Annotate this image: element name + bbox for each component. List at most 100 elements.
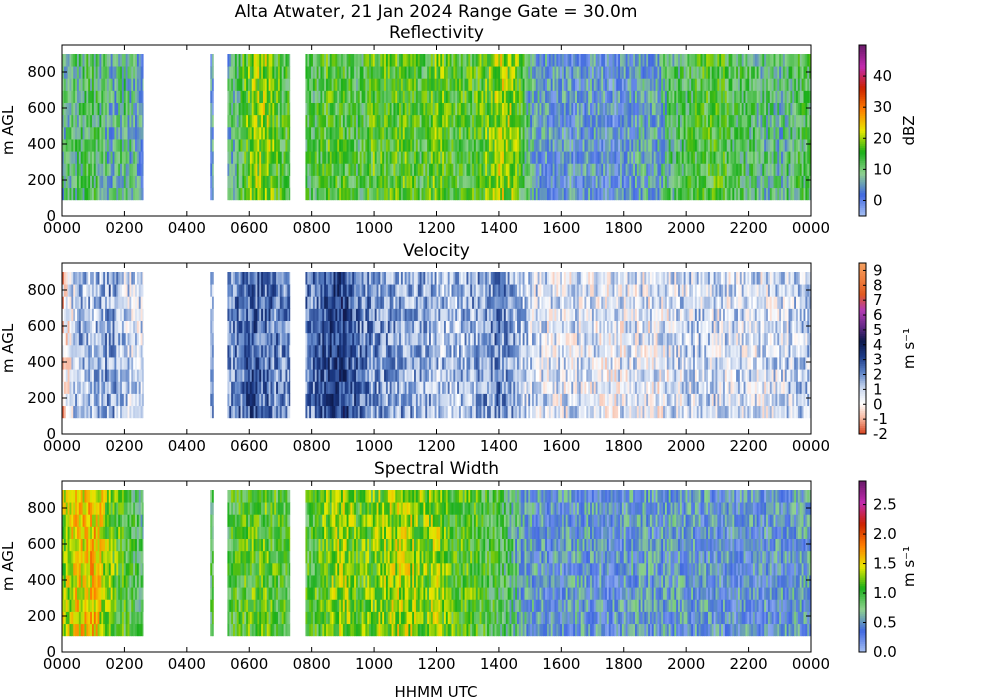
heatmap-cell (262, 139, 266, 152)
heatmap-cell (410, 139, 413, 152)
heatmap-cell (257, 114, 260, 128)
heatmap-cell (75, 151, 78, 164)
heatmap-cell (142, 163, 144, 176)
heatmap-cell (350, 126, 353, 140)
heatmap-cell (470, 114, 473, 128)
heatmap-cell (419, 163, 422, 176)
heatmap-cell (644, 54, 647, 67)
heatmap-cell (339, 90, 342, 103)
heatmap-cell (657, 163, 660, 176)
heatmap-cell (116, 163, 119, 176)
heatmap-cell (227, 78, 230, 91)
heatmap-cell (481, 151, 484, 164)
heatmap-cell (129, 90, 132, 103)
heatmap-cell (591, 54, 595, 67)
heatmap-cell (558, 151, 561, 164)
heatmap-cell (565, 139, 568, 152)
heatmap-cell (530, 90, 533, 103)
heatmap-cell (86, 66, 89, 79)
heatmap-cell (485, 54, 488, 67)
heatmap-cell (561, 66, 565, 79)
heatmap-cell (494, 102, 497, 116)
heatmap-cell (460, 139, 464, 152)
heatmap-cell (397, 151, 400, 164)
heatmap-cell (142, 151, 144, 164)
heatmap-cell (82, 175, 85, 189)
heatmap-cell (234, 78, 238, 91)
heatmap-cell (500, 66, 503, 79)
heatmap-cell (483, 126, 486, 140)
heatmap-cell (382, 78, 385, 91)
heatmap-cell (649, 163, 653, 176)
heatmap-cell (322, 90, 325, 103)
heatmap-cell (106, 78, 110, 91)
heatmap-cell (500, 151, 503, 164)
heatmap-cell (434, 175, 437, 189)
heatmap-cell (344, 114, 348, 128)
heatmap-cell (354, 66, 357, 79)
heatmap-cell (289, 151, 291, 164)
heatmap-cell (327, 151, 331, 164)
heatmap-cell (357, 163, 361, 176)
heatmap-cell (627, 114, 630, 128)
heatmap-cell (440, 151, 443, 164)
heatmap-cell (558, 102, 561, 116)
heatmap-cell (387, 54, 391, 67)
heatmap-cell (505, 90, 509, 103)
heatmap-cell (285, 163, 288, 176)
heatmap-cell (565, 163, 568, 176)
heatmap-cell (636, 102, 640, 116)
heatmap-cell (244, 163, 247, 176)
heatmap-cell (438, 78, 441, 91)
heatmap-cell (233, 102, 236, 116)
heatmap-cell (487, 187, 490, 201)
heatmap-cell (397, 102, 400, 116)
heatmap-cell (399, 139, 402, 152)
heatmap-cell (131, 187, 134, 201)
heatmap-cell (627, 139, 630, 152)
heatmap-cell (120, 90, 123, 103)
heatmap-cell (361, 126, 364, 140)
heatmap-cell (127, 126, 130, 140)
heatmap-cell (289, 78, 291, 91)
heatmap-cell (588, 126, 591, 140)
heatmap-cell (492, 102, 495, 116)
heatmap-cell (101, 126, 104, 140)
heatmap-cell (408, 114, 411, 128)
heatmap-cell (576, 90, 580, 103)
heatmap-cell (342, 102, 346, 116)
heatmap-cell (88, 175, 91, 189)
heatmap-cell (442, 90, 445, 103)
heatmap-cell (526, 78, 529, 91)
heatmap-cell (339, 114, 342, 128)
heatmap-cell (374, 151, 377, 164)
heatmap-cell (556, 151, 559, 164)
heatmap-cell (436, 151, 439, 164)
heatmap-cell (530, 102, 533, 116)
heatmap-cell (657, 126, 660, 140)
heatmap-cell (212, 405, 214, 419)
heatmap-cell (138, 78, 142, 91)
heatmap-cell (563, 187, 567, 201)
heatmap-cell (73, 126, 76, 140)
heatmap-cell (423, 78, 426, 91)
heatmap-cell (327, 54, 331, 67)
heatmap-cell (402, 139, 406, 152)
heatmap-cell (231, 187, 234, 201)
heatmap-cell (101, 163, 104, 176)
heatmap-cell (410, 114, 413, 128)
heatmap-cell (601, 175, 604, 189)
heatmap-cell (532, 102, 535, 116)
heatmap-cell (229, 114, 232, 128)
heatmap-cell (648, 90, 651, 103)
heatmap-cell (466, 78, 469, 91)
heatmap-cell (522, 78, 525, 91)
heatmap-cell (114, 78, 117, 91)
heatmap-cell (99, 175, 102, 189)
heatmap-cell (103, 139, 106, 152)
heatmap-cell (264, 151, 268, 164)
heatmap-cell (84, 187, 87, 201)
heatmap-cell (372, 90, 376, 103)
heatmap-cell (324, 114, 327, 128)
heatmap-cell (453, 175, 456, 189)
